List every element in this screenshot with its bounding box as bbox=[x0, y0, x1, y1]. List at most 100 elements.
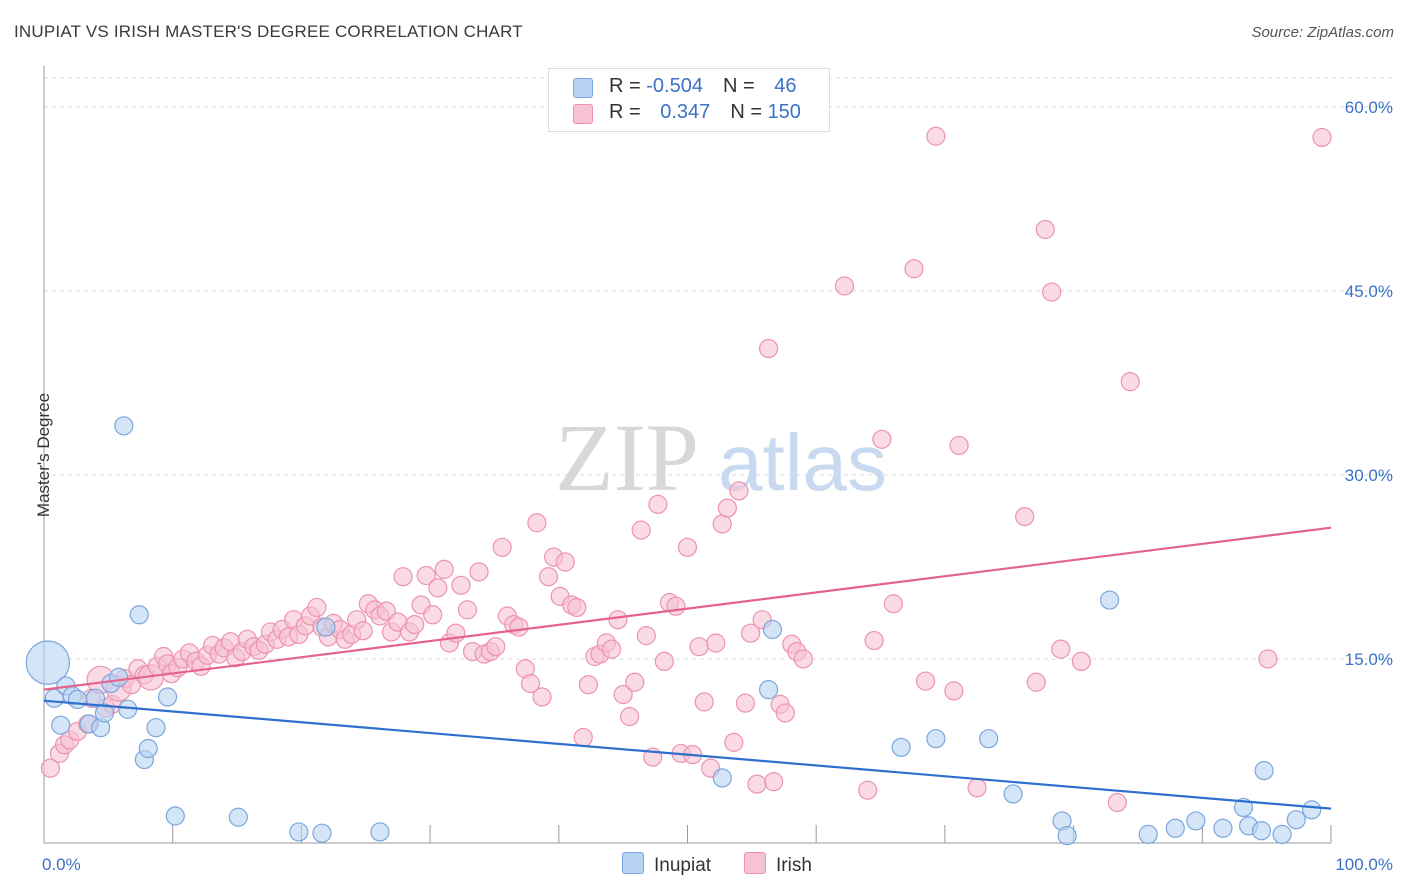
data-point-irish bbox=[307, 597, 327, 618]
tick-labels: 15.0% 30.0% 45.0% 60.0% 0.0% 100.0% bbox=[42, 98, 1393, 874]
data-point-inupiat bbox=[1100, 590, 1120, 610]
data-point-irish bbox=[747, 774, 767, 794]
data-point-inupiat bbox=[138, 738, 158, 759]
legend-r-label: R = bbox=[609, 101, 647, 123]
data-point-inupiat bbox=[891, 737, 911, 757]
legend-swatch-inupiat bbox=[573, 78, 593, 98]
data-point-inupiat bbox=[129, 605, 149, 625]
data-point-irish bbox=[636, 626, 656, 646]
series-inupiat bbox=[25, 416, 1322, 846]
x-tick-label: 0.0% bbox=[42, 855, 81, 874]
data-point-irish bbox=[434, 559, 454, 579]
data-point-irish bbox=[1071, 651, 1091, 672]
data-point-irish bbox=[486, 637, 506, 657]
bottom-legend-swatch-inupiat bbox=[622, 852, 644, 874]
bottom-legend-swatch-irish bbox=[744, 852, 766, 874]
data-point-inupiat bbox=[1233, 797, 1254, 818]
legend-r-label: R = bbox=[609, 75, 647, 97]
data-point-inupiat bbox=[758, 680, 779, 700]
chart-title: INUPIAT VS IRISH MASTER'S DEGREE CORRELA… bbox=[14, 22, 523, 41]
data-point-irish bbox=[967, 778, 987, 798]
data-point-inupiat bbox=[312, 823, 332, 843]
data-point-irish bbox=[457, 600, 478, 620]
data-point-inupiat bbox=[228, 807, 248, 827]
data-point-inupiat bbox=[85, 688, 106, 708]
data-point-irish bbox=[735, 693, 756, 713]
data-point-irish bbox=[428, 578, 448, 598]
y-tick-label: 45.0% bbox=[1345, 282, 1393, 301]
data-point-inupiat bbox=[316, 617, 336, 637]
data-point-irish bbox=[712, 514, 732, 534]
data-point-irish bbox=[1258, 649, 1278, 669]
legend-r-value: -0.504 bbox=[646, 75, 703, 97]
data-point-irish bbox=[648, 494, 668, 514]
data-point-irish bbox=[376, 601, 396, 621]
data-point-irish bbox=[915, 671, 936, 691]
data-point-irish bbox=[949, 435, 969, 456]
data-point-irish bbox=[706, 633, 726, 653]
data-point-irish bbox=[775, 703, 795, 723]
data-point-inupiat bbox=[979, 729, 999, 749]
data-point-inupiat bbox=[51, 715, 71, 735]
data-point-irish bbox=[578, 675, 599, 695]
watermark: ZIP atlas bbox=[555, 404, 887, 511]
data-point-inupiat bbox=[165, 806, 185, 826]
data-point-inupiat bbox=[1251, 821, 1272, 841]
data-point-inupiat bbox=[712, 768, 732, 788]
data-point-irish bbox=[666, 596, 686, 616]
data-point-inupiat bbox=[1272, 824, 1292, 845]
data-point-irish bbox=[1107, 792, 1127, 813]
data-point-irish bbox=[717, 498, 737, 518]
bottom-legend-irish: Irish bbox=[744, 852, 812, 877]
data-point-irish bbox=[423, 605, 443, 625]
data-point-inupiat bbox=[1186, 811, 1206, 831]
data-point-irish bbox=[694, 692, 714, 712]
data-point-inupiat bbox=[114, 416, 134, 436]
data-point-irish bbox=[864, 630, 884, 651]
data-point-irish bbox=[520, 673, 541, 694]
series-irish bbox=[40, 126, 1332, 813]
data-point-irish bbox=[608, 610, 628, 630]
data-point-irish bbox=[1120, 372, 1140, 392]
data-point-irish bbox=[944, 681, 964, 701]
data-point-irish bbox=[601, 639, 622, 659]
data-point-inupiat bbox=[146, 718, 166, 738]
bottom-legend-label-irish: Irish bbox=[776, 855, 812, 876]
data-point-irish bbox=[451, 575, 471, 595]
data-point-irish bbox=[527, 513, 547, 533]
grid-lines bbox=[44, 77, 1392, 660]
data-point-irish bbox=[469, 562, 489, 582]
data-point-irish bbox=[1042, 282, 1062, 302]
data-point-irish bbox=[509, 617, 529, 637]
data-point-irish bbox=[1051, 639, 1071, 659]
data-point-irish bbox=[1015, 507, 1035, 527]
data-point-irish bbox=[883, 594, 904, 614]
data-points bbox=[25, 126, 1332, 846]
y-axis-label: Master's Degree bbox=[34, 392, 53, 518]
data-point-inupiat bbox=[1165, 818, 1185, 838]
chart-source: Source: ZipAtlas.com bbox=[1251, 24, 1394, 41]
data-point-irish bbox=[834, 276, 855, 296]
data-point-inupiat bbox=[67, 689, 88, 710]
legend-swatch-irish bbox=[573, 104, 593, 124]
y-tick-label: 15.0% bbox=[1345, 650, 1393, 669]
data-point-irish bbox=[872, 429, 892, 449]
data-point-irish bbox=[1312, 127, 1332, 148]
data-point-irish bbox=[573, 727, 593, 748]
data-point-irish bbox=[729, 481, 749, 501]
data-point-irish bbox=[740, 623, 761, 643]
data-point-irish bbox=[532, 687, 552, 707]
data-point-irish bbox=[619, 707, 640, 727]
data-point-inupiat bbox=[109, 667, 129, 687]
y-tick-label: 30.0% bbox=[1345, 466, 1393, 485]
data-point-irish bbox=[393, 567, 413, 587]
data-point-inupiat bbox=[94, 703, 115, 723]
data-point-irish bbox=[538, 567, 559, 587]
data-point-irish bbox=[492, 537, 512, 557]
data-point-irish bbox=[724, 732, 744, 752]
data-point-inupiat bbox=[1213, 818, 1233, 838]
data-point-irish bbox=[858, 780, 878, 800]
data-point-irish bbox=[677, 537, 698, 557]
trend-line-inupiat bbox=[43, 699, 1332, 810]
